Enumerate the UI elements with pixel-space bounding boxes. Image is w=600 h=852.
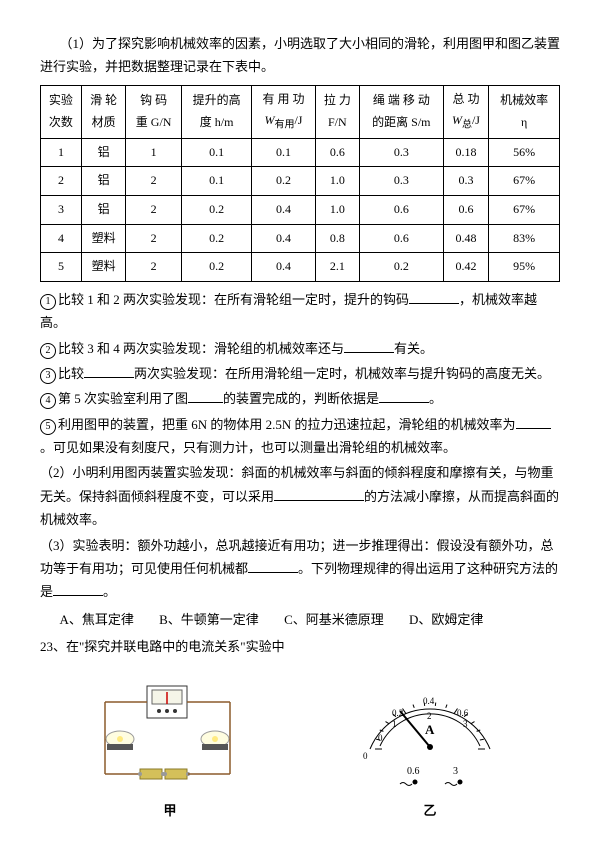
- figure-jia: 甲: [85, 684, 255, 822]
- table-header: 有 用 功W有用/J: [252, 85, 315, 138]
- svg-text:1: 1: [392, 719, 397, 729]
- figures-row: 甲 0 0.2 0.4 0.6 0 1 2 3 A 0.6 3 乙: [40, 679, 560, 822]
- svg-text:3: 3: [463, 719, 468, 729]
- question-3: 3比较两次实验发现：在所用滑轮组一定时，机械效率与提升钩码的高度无关。: [40, 362, 560, 385]
- table-header: 实验次数: [41, 85, 82, 138]
- table-row: 4塑料20.20.40.80.60.4883%: [41, 224, 560, 253]
- intro-text: （1）为了探究影响机械效率的因素，小明选取了大小相同的滑轮，利用图甲和图乙装置进…: [40, 32, 560, 79]
- svg-text:0.6: 0.6: [457, 708, 469, 718]
- para-3: （3）实验表明：额外功越小，总巩越接近有用功；进一步推理得出：假设没有额外功，总…: [40, 534, 560, 604]
- table-header: 总 功W总/J: [443, 85, 489, 138]
- question-4: 4第 5 次实验室利用了图的装置完成的，判断依据是。: [40, 387, 560, 410]
- table-header: 绳 端 移 动的距离 S/m: [360, 85, 443, 138]
- table-row: 2铝20.10.21.00.30.367%: [41, 167, 560, 196]
- svg-text:A: A: [425, 722, 435, 737]
- svg-text:0: 0: [378, 733, 383, 743]
- question-23: 23、在"探究并联电路中的电流关系"实验中: [40, 635, 560, 658]
- label-yi: 乙: [423, 799, 436, 822]
- table-header: 提升的高度 h/m: [181, 85, 252, 138]
- question-1: 1比较 1 和 2 两次实验发现：在所有滑轮组一定时，提升的钩码，机械效率越高。: [40, 288, 560, 335]
- table-header: 拉 力F/N: [315, 85, 360, 138]
- option-d: D、欧姆定律: [409, 608, 483, 631]
- svg-text:0.4: 0.4: [423, 696, 435, 706]
- table-header: 滑 轮材质: [81, 85, 126, 138]
- table-row: 1铝10.10.10.60.30.1856%: [41, 138, 560, 167]
- options: A、焦耳定律 B、牛顿第一定律 C、阿基米德原理 D、欧姆定律: [60, 608, 561, 631]
- data-table: 实验次数滑 轮材质钩 码重 G/N提升的高度 h/m有 用 功W有用/J拉 力F…: [40, 85, 560, 282]
- option-a: A、焦耳定律: [60, 608, 134, 631]
- table-row: 3铝20.20.41.00.60.667%: [41, 195, 560, 224]
- svg-text:2: 2: [427, 711, 432, 721]
- question-5: 5利用图甲的装置，把重 6N 的物体用 2.5N 的拉力迅速拉起，滑轮组的机械效…: [40, 413, 560, 460]
- option-b: B、牛顿第一定律: [159, 608, 259, 631]
- svg-text:0: 0: [363, 751, 368, 761]
- svg-text:0.6: 0.6: [407, 766, 420, 777]
- table-header: 钩 码重 G/N: [126, 85, 181, 138]
- svg-text:3: 3: [453, 766, 458, 777]
- para-2: （2）小明利用图丙装置实验发现：斜面的机械效率与斜面的倾斜程度和摩擦有关，与物重…: [40, 461, 560, 531]
- option-c: C、阿基米德原理: [284, 608, 384, 631]
- label-jia: 甲: [163, 799, 176, 822]
- table-header: 机械效率η: [489, 85, 560, 138]
- table-row: 5塑料20.20.42.10.20.4295%: [41, 253, 560, 282]
- figure-yi: 0 0.2 0.4 0.6 0 1 2 3 A 0.6 3 乙: [345, 679, 515, 822]
- question-2: 2比较 3 和 4 两次实验发现：滑轮组的机械效率还与有关。: [40, 337, 560, 360]
